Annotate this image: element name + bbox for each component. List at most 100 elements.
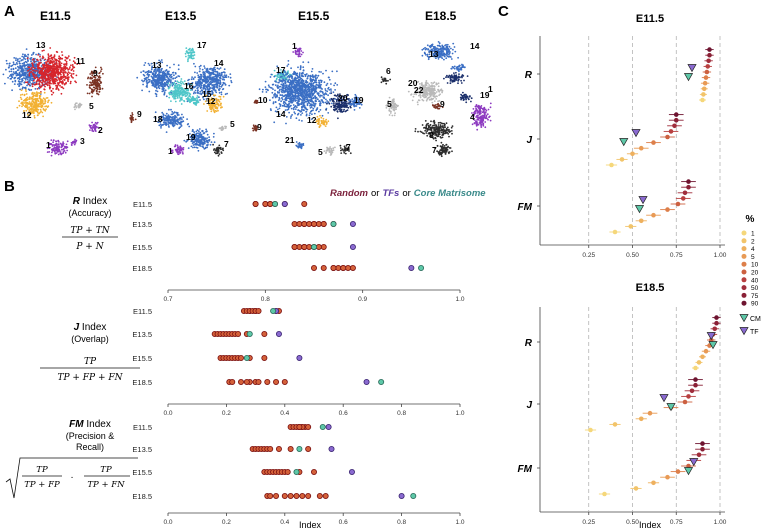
tsne-point — [175, 116, 178, 118]
tsne-point — [91, 88, 94, 91]
tsne-point — [312, 107, 315, 110]
tsne-point — [19, 96, 22, 99]
tsne-point — [71, 64, 74, 66]
tsne-point — [32, 105, 35, 108]
tsne-point — [51, 58, 54, 61]
tsne-point — [301, 71, 304, 74]
tsne-point — [330, 83, 332, 85]
tsne-point — [155, 95, 158, 98]
tsne-point — [33, 103, 36, 105]
tsne-point — [47, 60, 50, 62]
tsne-point — [47, 67, 50, 70]
tsne-point — [8, 75, 11, 77]
tsne-point — [32, 58, 35, 61]
tsne-point — [19, 83, 22, 85]
tsne-point — [315, 84, 318, 86]
tsne-point — [341, 111, 344, 113]
cluster-label: 19 — [354, 95, 364, 105]
tsne-point — [198, 65, 201, 68]
tsne-point — [179, 117, 182, 120]
tsne-point — [21, 65, 24, 68]
tsne-point — [194, 76, 196, 79]
tsne-point — [201, 145, 204, 148]
tsne-point — [90, 77, 93, 80]
tsne-point — [49, 143, 52, 145]
tsne-point — [147, 62, 150, 65]
tsne-point — [26, 57, 29, 60]
tsne-point — [94, 128, 96, 131]
tsne-point — [332, 149, 335, 152]
tsne-point — [16, 106, 19, 109]
tsne-point — [95, 85, 98, 87]
cluster-label: 16 — [184, 81, 194, 91]
tsne-point — [300, 91, 302, 94]
tsne-point — [30, 57, 33, 59]
tsne-point — [25, 48, 28, 50]
tsne-point — [64, 75, 67, 78]
tsne-point — [345, 109, 348, 112]
tsne-point — [228, 84, 231, 87]
tsne-point — [215, 85, 218, 88]
tsne-point — [19, 88, 21, 91]
tsne-point — [73, 66, 76, 69]
tsne-point — [224, 93, 227, 96]
tsne-cluster — [295, 141, 305, 150]
tsne-point — [230, 81, 233, 84]
tsne-point — [336, 70, 338, 73]
tsne-point — [168, 108, 170, 111]
tsne-point — [178, 85, 181, 88]
tsne-point — [279, 105, 282, 107]
tsne-point — [311, 78, 314, 81]
cluster-label: 12 — [206, 96, 216, 106]
tsne-point — [223, 74, 226, 76]
tsne-point — [173, 74, 175, 77]
tsne-point — [75, 139, 78, 142]
tsne-point — [302, 69, 305, 72]
tsne-point — [57, 65, 60, 67]
tsne-point — [50, 89, 53, 92]
tsne-point — [351, 98, 354, 101]
tsne-point — [33, 75, 35, 78]
tsne-point — [89, 125, 92, 127]
tsne-point — [284, 86, 287, 89]
tsne-point — [32, 98, 35, 101]
tsne-point — [11, 80, 14, 83]
tsne-point — [312, 96, 315, 99]
tsne-point — [97, 93, 100, 96]
tsne-point — [40, 65, 43, 67]
tsne-point — [65, 62, 68, 65]
tsne-point — [12, 73, 15, 76]
tsne-point — [266, 88, 269, 91]
tsne-point — [52, 91, 55, 94]
tsne-point — [218, 85, 221, 88]
tsne-point — [78, 62, 81, 65]
tsne-point — [58, 61, 61, 64]
tsne-point — [218, 68, 221, 70]
tsne-point — [58, 55, 61, 58]
tsne-point — [312, 94, 315, 96]
tsne-point — [174, 85, 177, 88]
tsne-point — [39, 111, 41, 114]
tsne-point — [20, 89, 23, 92]
tsne-point — [332, 147, 335, 150]
tsne-point — [294, 81, 297, 84]
tsne-point — [277, 99, 280, 102]
tsne-point — [34, 71, 36, 74]
tsne-point — [93, 126, 96, 128]
tsne-point — [19, 67, 21, 70]
tsne-point — [30, 89, 33, 91]
tsne-point — [100, 70, 102, 72]
tsne-point — [21, 87, 24, 90]
tsne-point — [57, 70, 59, 72]
tsne-point — [295, 144, 298, 147]
tsne-point — [30, 60, 32, 63]
tsne-point — [69, 72, 71, 74]
tsne-point — [58, 144, 60, 146]
tsne-point — [41, 67, 43, 70]
tsne-point — [186, 93, 189, 96]
tsne-point — [155, 89, 157, 92]
tsne-point — [41, 83, 44, 86]
tsne-point — [152, 83, 155, 85]
tsne-point — [267, 84, 270, 87]
tsne-point — [282, 82, 285, 85]
